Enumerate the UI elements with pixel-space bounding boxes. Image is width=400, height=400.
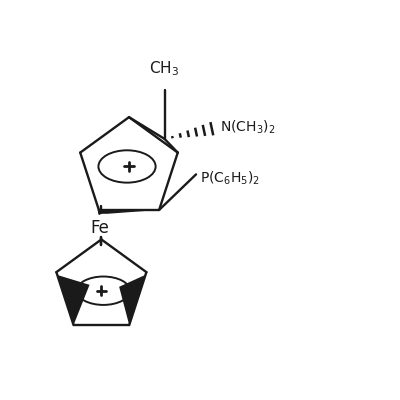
Text: Fe: Fe (90, 219, 109, 237)
Polygon shape (56, 272, 90, 325)
Text: P(C$_6$H$_5$)$_2$: P(C$_6$H$_5$)$_2$ (200, 170, 260, 187)
Polygon shape (99, 210, 159, 214)
Polygon shape (119, 272, 146, 325)
Text: CH$_3$: CH$_3$ (150, 59, 180, 78)
Text: N(CH$_3$)$_2$: N(CH$_3$)$_2$ (220, 118, 275, 136)
